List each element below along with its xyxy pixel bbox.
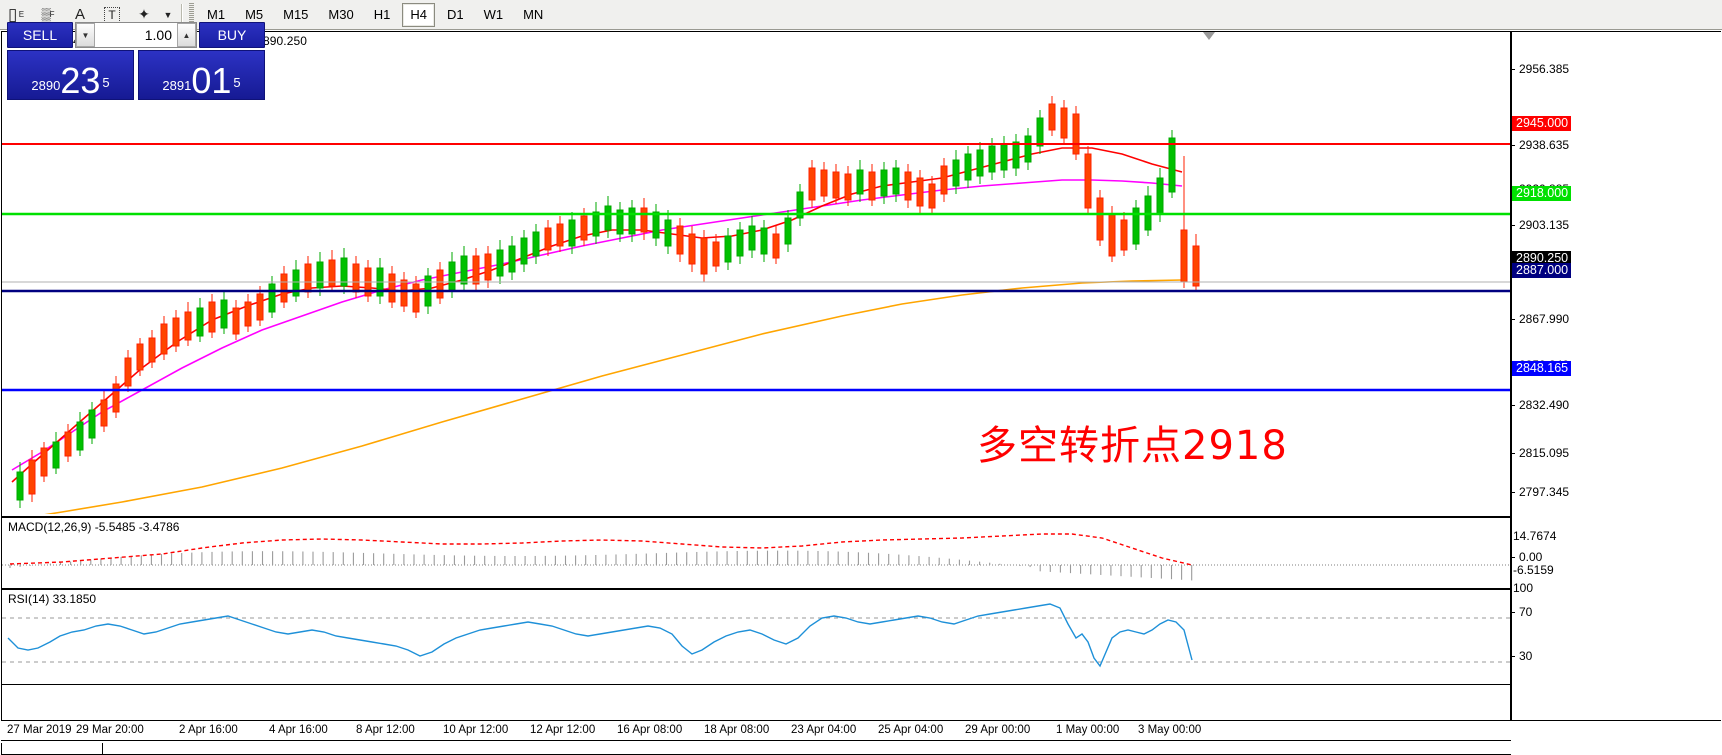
objects-icon[interactable]: ✦	[138, 6, 150, 22]
ask-major-digits: 01	[191, 60, 232, 101]
trade-controls-row: SELL ▼ 1.00 ▲ BUY	[7, 22, 265, 48]
timeframe-w1[interactable]: W1	[483, 7, 504, 22]
candlestick-series	[16, 96, 1200, 508]
price-label-pivot-2918[interactable]: 2918.000	[1512, 186, 1572, 201]
macd-label: MACD(12,26,9) -5.5485 -3.4786	[6, 520, 182, 534]
time-axis-label: 1 May 00:00	[1056, 724, 1120, 736]
price-chart-svg	[2, 96, 1510, 514]
bottom-axis-area: 27 Mar 2019 29 Mar 20:00 2 Apr 16:00 4 Apr …	[0, 722, 1722, 755]
price-tick: 2867.990	[1511, 312, 1569, 326]
macd-tick: 14.7674	[1513, 529, 1557, 543]
price-tick: 2797.345	[1511, 485, 1569, 499]
volume-decrease-icon[interactable]: ▼	[76, 23, 95, 47]
main-toolbar: ▯ E ▒ F A T ✦ ▼ M1 M5 M15 M30 H1 H4 D1 W1…	[0, 0, 1722, 30]
rsi-chart-svg	[2, 603, 1510, 668]
bid-major-digits: 23	[60, 60, 101, 101]
time-axis-label: 8 Apr 12:00	[356, 724, 415, 736]
ohlc-close: 2890.250	[256, 34, 308, 48]
timeframe-m30[interactable]: M30	[328, 7, 354, 22]
time-axis-label: 10 Apr 12:00	[443, 724, 509, 736]
sell-button[interactable]: SELL	[7, 22, 73, 48]
one-click-trading-panel[interactable]: SELL ▼ 1.00 ▲ BUY 2890 23 5 2891 01 5	[7, 22, 265, 122]
bid-fraction-digit: 5	[102, 75, 110, 90]
timeframe-mn[interactable]: MN	[523, 7, 544, 22]
ask-price-display[interactable]: 2891 01 5	[138, 50, 265, 100]
price-tick: 2938.635	[1511, 138, 1569, 152]
ask-fraction-digit: 5	[233, 75, 241, 90]
price-quotes-row: 2890 23 5 2891 01 5	[7, 50, 265, 100]
timeframe-h4[interactable]: H4	[402, 2, 435, 27]
time-axis-label: 2 Apr 16:00	[179, 724, 238, 736]
crosshair-grid-icon[interactable]: ▒ F	[41, 7, 55, 22]
bid-leading-digits: 2890	[31, 78, 61, 93]
time-axis-label: 25 Apr 04:00	[878, 724, 944, 736]
chart-annotation-text: 多空转折点2918	[977, 423, 1288, 469]
chevron-down-icon[interactable]: ▼	[163, 9, 173, 20]
macd-tick: -6.5159	[1513, 563, 1554, 577]
rsi-tick: 70	[1511, 605, 1532, 619]
time-axis-label: 18 Apr 08:00	[704, 724, 770, 736]
price-tick: 2956.385	[1511, 62, 1569, 76]
time-axis[interactable]: 27 Mar 2019 29 Mar 20:00 2 Apr 16:00 4 Apr …	[1, 723, 1511, 741]
scrollbar-thumb[interactable]	[102, 743, 1512, 754]
ma-slow-line	[44, 279, 1183, 514]
rsi-pane[interactable]: RSI(14) 33.1850	[2, 588, 1510, 682]
macd-pane[interactable]: MACD(12,26,9) -5.5485 -3.4786	[2, 516, 1510, 586]
rsi-label: RSI(14) 33.1850	[6, 592, 99, 606]
price-label-support-2887[interactable]: 2887.000	[1512, 263, 1572, 278]
price-label-support-2848[interactable]: 2848.165	[1512, 361, 1572, 376]
time-axis-label: 29 Apr 00:00	[965, 724, 1031, 736]
price-label-resistance-2945[interactable]: 2945.000	[1512, 116, 1572, 131]
price-scale[interactable]: 2956.385 2938.635 2920.885 2903.135 2867…	[1511, 31, 1721, 721]
price-tick: 2832.490	[1511, 398, 1569, 412]
rsi-tick: 100	[1513, 581, 1534, 595]
time-axis-label: 3 May 00:00	[1138, 724, 1202, 736]
price-tick: 2815.095	[1511, 446, 1569, 460]
toolbar-grip[interactable]	[189, 2, 194, 27]
indicators-icon[interactable]: ▯ E	[7, 4, 25, 24]
timeframe-d1[interactable]: D1	[446, 7, 464, 22]
horizontal-scrollbar[interactable]	[1, 743, 1512, 755]
timeframe-m15[interactable]: M15	[283, 7, 309, 22]
timeframe-m1[interactable]: M1	[207, 7, 226, 22]
time-axis-label: 4 Apr 16:00	[269, 724, 328, 736]
price-pane[interactable]: 多空转折点2918	[2, 50, 1510, 514]
volume-input[interactable]: 1.00	[95, 23, 177, 47]
pane-collapse-arrow-icon[interactable]	[1202, 31, 1216, 41]
volume-increase-icon[interactable]: ▲	[177, 23, 196, 47]
chart-window: ▲ SP500-,H4 2894.750 2899.750 2889.250 2…	[1, 31, 1511, 721]
timeframe-h1[interactable]: H1	[373, 7, 391, 22]
price-label-current-close: 2890.250	[1512, 251, 1572, 266]
timeframe-m5[interactable]: M5	[245, 7, 264, 22]
text-label-icon[interactable]: A	[74, 6, 85, 23]
bid-price-display[interactable]: 2890 23 5	[7, 50, 134, 100]
buy-button[interactable]: BUY	[199, 22, 265, 48]
volume-stepper[interactable]: ▼ 1.00 ▲	[75, 22, 197, 48]
macd-chart-svg	[2, 533, 1510, 581]
time-axis-label: 16 Apr 08:00	[617, 724, 683, 736]
price-tick: 2903.135	[1511, 218, 1569, 232]
time-axis-label: 27 Mar 2019	[7, 724, 72, 736]
price-axis-line	[1511, 32, 1512, 720]
horizontal-level-lines[interactable]	[2, 143, 1510, 392]
macd-tick: 0.00	[1511, 550, 1542, 564]
rsi-tick: 30	[1511, 649, 1532, 663]
time-axis-label: 23 Apr 04:00	[791, 724, 857, 736]
time-axis-label: 12 Apr 12:00	[530, 724, 596, 736]
toolbar-divider	[181, 3, 183, 26]
ask-leading-digits: 2891	[162, 78, 192, 93]
ma-mid-line	[11, 179, 1183, 471]
time-axis-label: 29 Mar 20:00	[76, 724, 144, 736]
time-pane	[2, 684, 1510, 720]
